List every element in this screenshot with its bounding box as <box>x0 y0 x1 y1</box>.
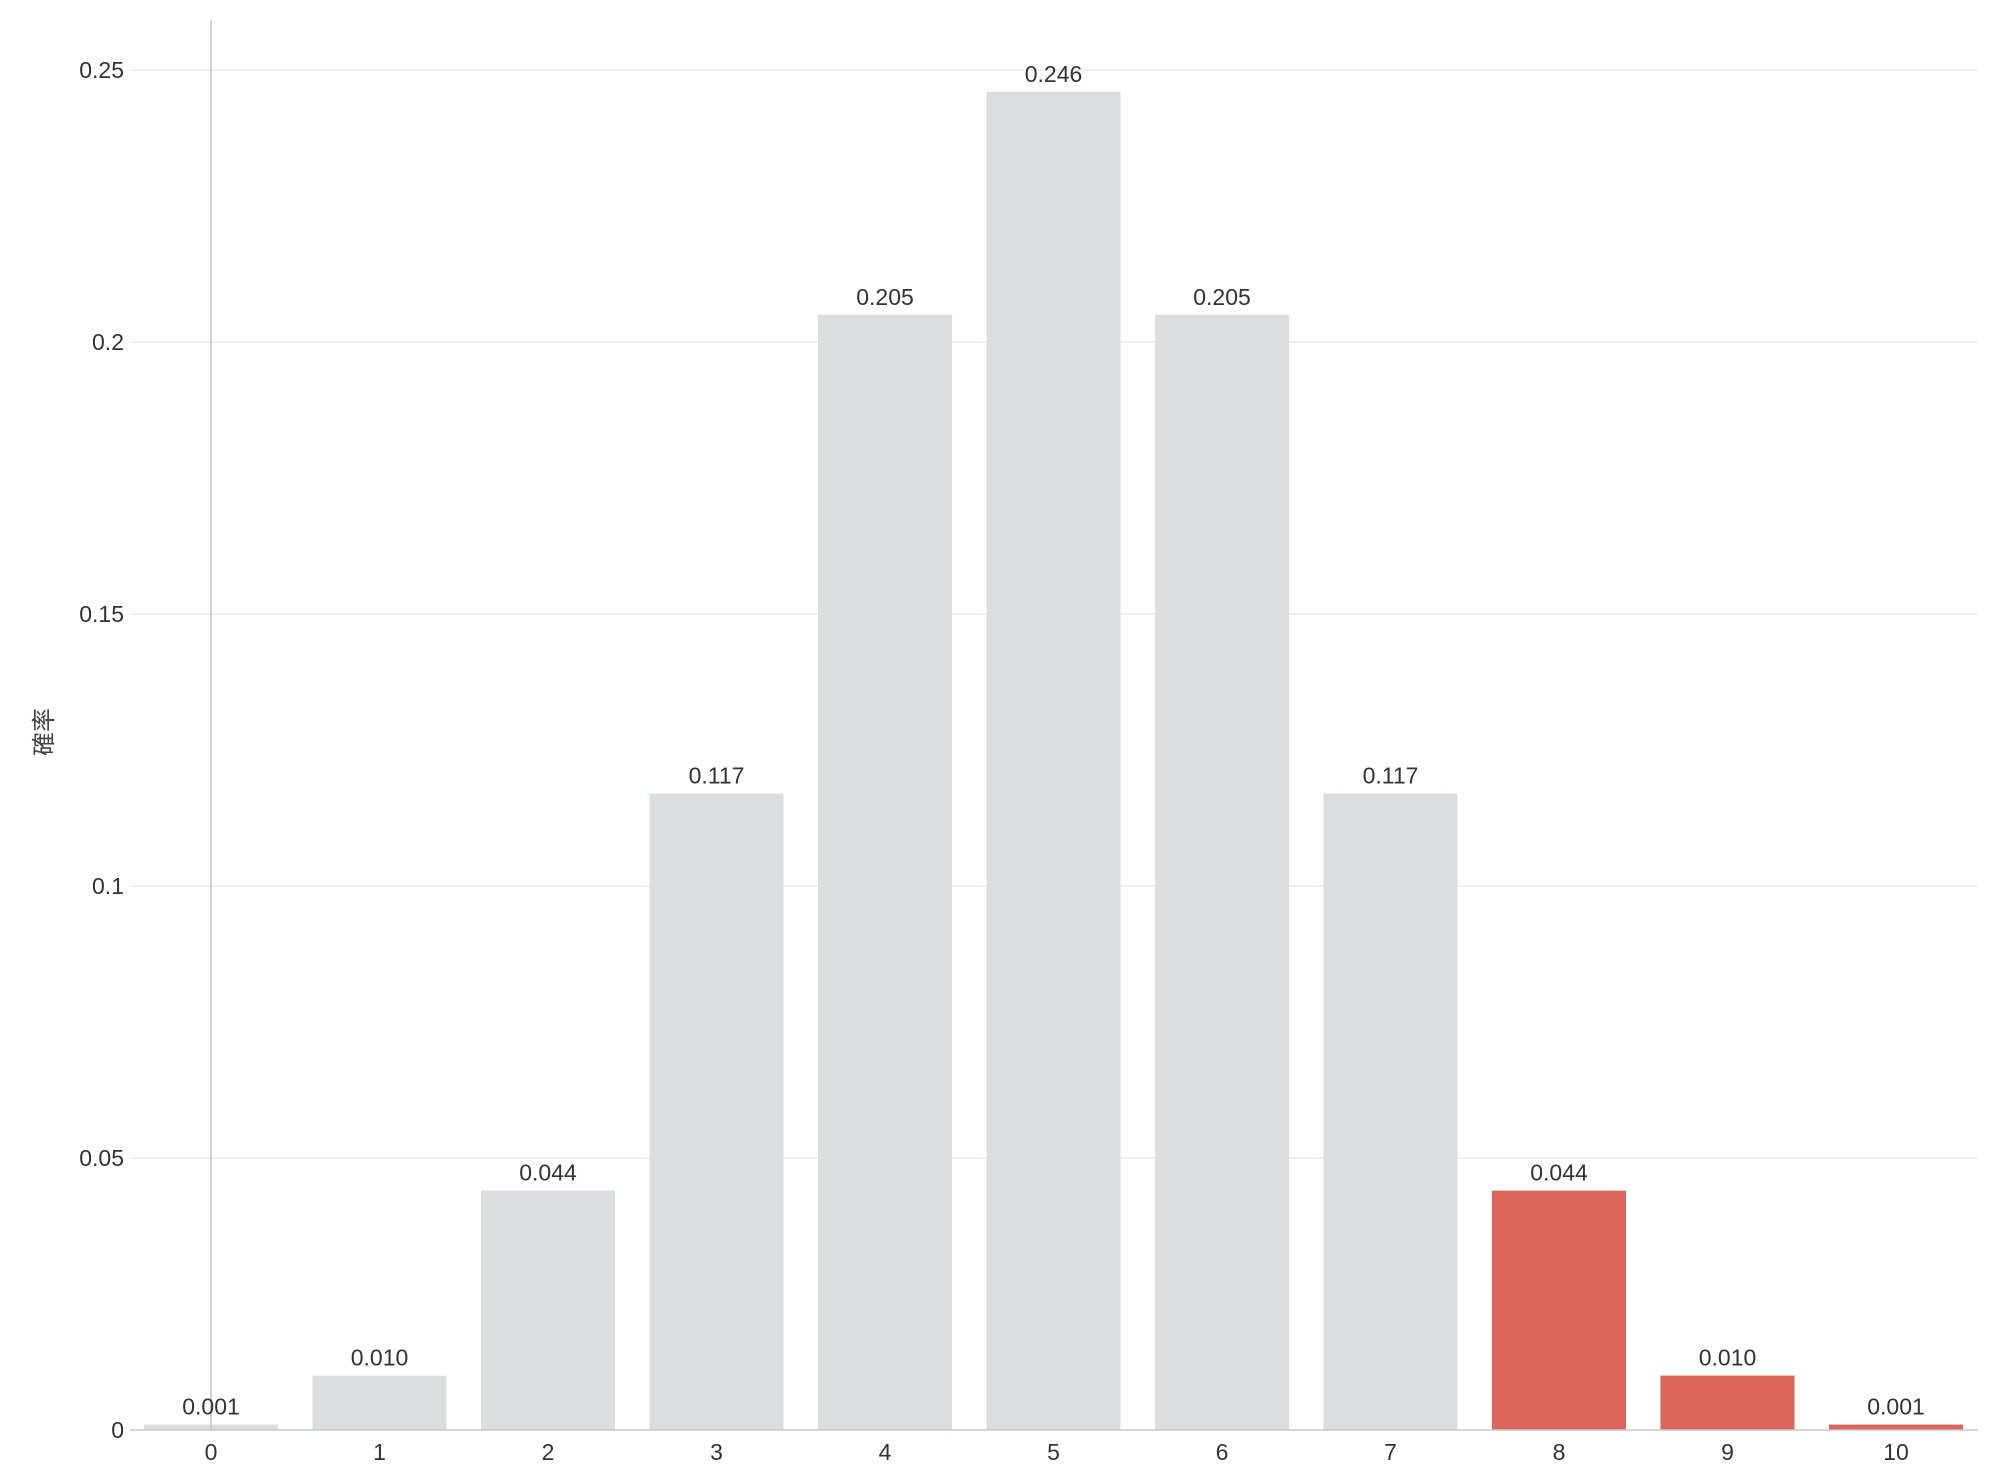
x-tick-label-4: 4 <box>879 1439 892 1465</box>
x-tick-label-2: 2 <box>542 1439 555 1465</box>
bar-8 <box>1492 1190 1626 1430</box>
y-tick-label: 0.2 <box>92 329 124 355</box>
x-tick-label-5: 5 <box>1047 1439 1060 1465</box>
axes <box>130 20 1978 1431</box>
bar-2 <box>481 1190 615 1430</box>
y-tick-label: 0.15 <box>79 601 124 627</box>
x-tick-label-1: 1 <box>373 1439 386 1465</box>
x-tick-label-6: 6 <box>1216 1439 1229 1465</box>
bars <box>144 91 1963 1430</box>
x-tick-label-10: 10 <box>1883 1439 1909 1465</box>
data-label-6: 0.205 <box>1193 284 1251 310</box>
bar-5 <box>986 91 1121 1430</box>
y-tick-label: 0.25 <box>79 57 124 83</box>
bar-10 <box>1829 1424 1963 1430</box>
bar-6 <box>1155 314 1289 1430</box>
bar-7 <box>1323 793 1458 1430</box>
x-tick-label-8: 8 <box>1553 1439 1566 1465</box>
data-label-2: 0.044 <box>519 1160 577 1186</box>
x-tick-label-3: 3 <box>710 1439 723 1465</box>
y-axis-title: 確率 <box>30 708 58 756</box>
data-label-0: 0.001 <box>182 1394 240 1420</box>
y-tick-label: 0.05 <box>79 1145 124 1171</box>
data-labels: 0.001 0.010 0.044 0.117 0.205 0.246 0.205 0.117… <box>182 61 1925 1420</box>
x-tick-labels: 0 1 2 3 4 5 6 7 8 9 10 <box>205 1439 1909 1465</box>
data-label-10: 0.001 <box>1867 1394 1925 1420</box>
y-tick-labels: 0 0.05 0.1 0.15 0.2 0.25 <box>79 57 124 1443</box>
bar-3 <box>649 793 784 1430</box>
bar-9 <box>1660 1375 1795 1430</box>
data-label-8: 0.044 <box>1530 1160 1588 1186</box>
y-tick-label: 0 <box>111 1417 124 1443</box>
x-tick-label-9: 9 <box>1721 1439 1734 1465</box>
data-label-3: 0.117 <box>689 763 745 789</box>
data-label-1: 0.010 <box>351 1345 409 1371</box>
x-tick-label-7: 7 <box>1384 1439 1397 1465</box>
y-tick-label: 0.1 <box>92 873 124 899</box>
data-label-9: 0.010 <box>1699 1345 1757 1371</box>
data-label-7: 0.117 <box>1363 763 1419 789</box>
data-label-5: 0.246 <box>1025 61 1083 87</box>
bar-1 <box>312 1375 447 1430</box>
bar-4 <box>818 314 952 1430</box>
x-tick-label-0: 0 <box>205 1439 218 1465</box>
data-label-4: 0.205 <box>856 284 914 310</box>
